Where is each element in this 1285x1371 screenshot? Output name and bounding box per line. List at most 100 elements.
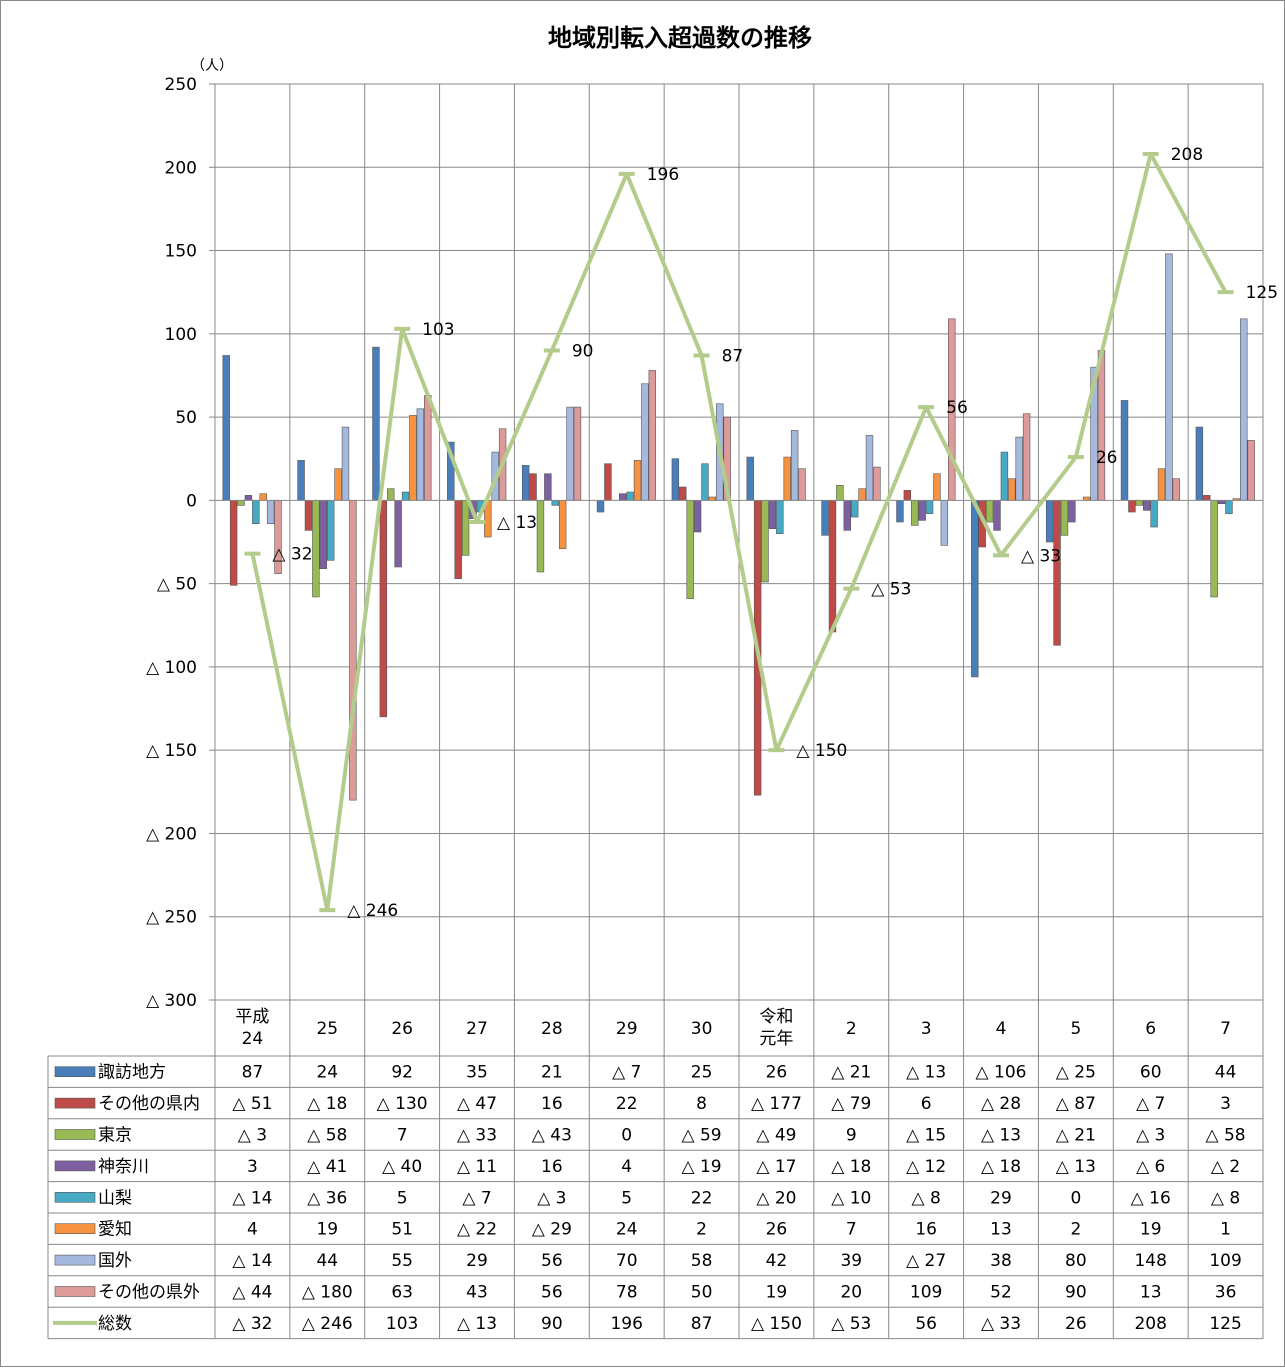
table-cell: 25 — [691, 1063, 713, 1083]
table-cell: △ 27 — [906, 1251, 946, 1271]
bar — [266, 500, 275, 524]
total-data-label: △ 13 — [497, 513, 537, 533]
bar — [1060, 500, 1069, 536]
bar — [1068, 500, 1076, 523]
table-cell: 103 — [386, 1314, 418, 1334]
y-tick-label: △ 250 — [146, 908, 197, 928]
table-cell: 26 — [766, 1220, 788, 1240]
table-cell: 36 — [1215, 1283, 1237, 1303]
table-cell: △ 15 — [906, 1126, 946, 1146]
bar — [911, 500, 919, 526]
bar — [783, 456, 791, 501]
bar — [798, 468, 806, 501]
table-cell: △ 33 — [457, 1126, 497, 1146]
bar — [544, 473, 552, 501]
bar — [312, 500, 320, 598]
table-cell: 29 — [990, 1188, 1012, 1208]
total-data-label: 196 — [647, 165, 679, 185]
bar — [1210, 500, 1218, 598]
bar — [1128, 500, 1136, 513]
table-cell: 4 — [247, 1220, 258, 1240]
bar — [693, 500, 702, 533]
table-cell: 0 — [1070, 1188, 1081, 1208]
bar — [259, 493, 267, 501]
table-cell: △ 6 — [1136, 1157, 1165, 1177]
series-name: 東京 — [98, 1126, 132, 1146]
total-data-label: 90 — [572, 341, 594, 361]
bar — [529, 473, 537, 501]
table-cell: 21 — [541, 1063, 563, 1083]
bar — [521, 465, 530, 501]
table-cell: 3 — [1220, 1094, 1231, 1114]
table-cell: △ 33 — [981, 1314, 1021, 1334]
bar — [409, 415, 417, 501]
table-cell: △ 40 — [382, 1157, 422, 1177]
table-cell: 5 — [397, 1188, 408, 1208]
legend-key — [54, 1286, 96, 1297]
bar — [1053, 500, 1061, 646]
table-cell: △ 8 — [911, 1188, 940, 1208]
table-cell: △ 21 — [1056, 1126, 1096, 1146]
bar — [679, 486, 687, 501]
category-label: 29 — [616, 1019, 638, 1039]
bar — [633, 460, 642, 501]
table-cell: △ 18 — [307, 1094, 347, 1114]
table-cell: △ 10 — [831, 1188, 871, 1208]
table-cell: 13 — [1140, 1283, 1162, 1303]
table-cell: △ 7 — [462, 1188, 491, 1208]
table-cell: △ 32 — [232, 1314, 272, 1334]
table-cell: 19 — [316, 1220, 338, 1240]
bar — [424, 395, 432, 501]
table-cell: 26 — [1065, 1314, 1087, 1334]
table-cell: 87 — [691, 1314, 713, 1334]
bar-series-group — [215, 253, 1263, 801]
total-data-label: △ 33 — [1021, 546, 1061, 566]
category-label: 6 — [1145, 1019, 1156, 1039]
table-cell: △ 14 — [232, 1188, 272, 1208]
table-cell: 5 — [621, 1188, 632, 1208]
table-cell: △ 43 — [532, 1126, 572, 1146]
bar — [1225, 500, 1233, 514]
bar — [1120, 400, 1129, 501]
table-cell: △ 17 — [756, 1157, 796, 1177]
legend-key — [54, 1223, 96, 1234]
bar — [372, 346, 380, 501]
table-cell: 70 — [616, 1251, 638, 1271]
total-data-label: 87 — [722, 346, 744, 366]
bar — [1247, 440, 1255, 501]
table-cell: 55 — [391, 1251, 413, 1271]
bar — [828, 500, 837, 633]
y-tick-label: 100 — [165, 325, 197, 345]
table-cell: △ 106 — [976, 1063, 1027, 1083]
bar — [1135, 500, 1144, 506]
bar — [940, 500, 949, 546]
table-cell: △ 29 — [532, 1220, 572, 1240]
bar — [701, 463, 709, 501]
bar — [387, 488, 395, 501]
table-cell: △ 53 — [831, 1314, 871, 1334]
bar — [319, 500, 327, 569]
category-label: 4 — [996, 1019, 1007, 1039]
table-cell: 3 — [247, 1157, 258, 1177]
total-data-label: △ 246 — [347, 901, 398, 921]
legend-key — [54, 1160, 96, 1172]
total-data-label: 26 — [1096, 448, 1118, 468]
bar — [1240, 318, 1248, 501]
table-cell: 90 — [1065, 1283, 1087, 1303]
table-cell: 35 — [466, 1063, 488, 1083]
table-cell: 2 — [1070, 1220, 1081, 1240]
bar — [1165, 253, 1173, 501]
table-cell: 24 — [316, 1063, 338, 1083]
bar — [971, 500, 979, 678]
legend-key — [54, 1192, 96, 1203]
bar — [1000, 451, 1009, 501]
table-cell: 148 — [1134, 1251, 1166, 1271]
bar — [790, 430, 799, 501]
y-tick-label: △ 150 — [146, 741, 197, 761]
bar — [461, 500, 470, 556]
bar — [858, 488, 866, 501]
bar — [761, 500, 769, 583]
bar — [821, 500, 829, 536]
series-name: 山梨 — [98, 1188, 132, 1208]
bar — [394, 500, 402, 568]
